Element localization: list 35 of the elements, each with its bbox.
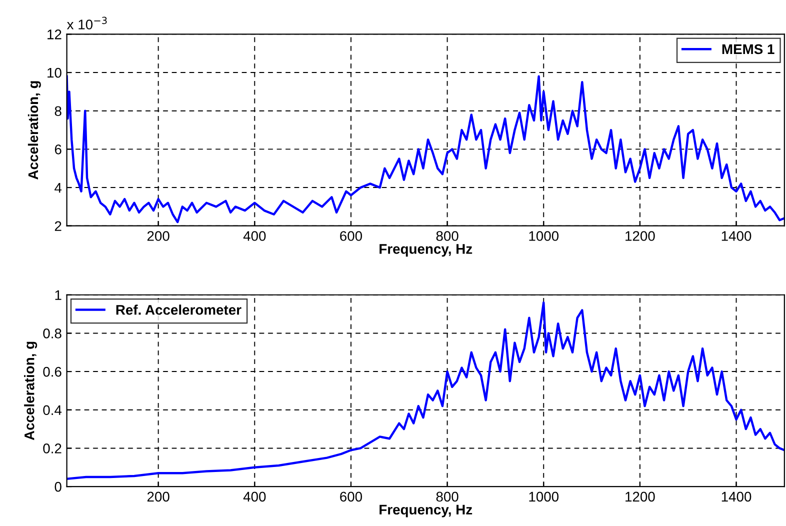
legend-label: Ref. Accelerometer	[116, 304, 242, 315]
y-tick-label: 0.6	[43, 366, 62, 377]
line-series	[66, 75, 784, 224]
y-tick-label: 8	[54, 106, 62, 116]
x-tick-label: 400	[243, 492, 266, 502]
y-tick-label: 6	[54, 144, 62, 154]
x-tick-label: 1200	[626, 231, 655, 241]
text: x 10$^{−3}$	[66, 16, 107, 30]
x-axis-title: Frequency, Hz	[380, 244, 472, 257]
y-tick-label: 0	[54, 482, 62, 492]
x-tick-label: 800	[436, 492, 458, 502]
x-tick-label: 1000	[529, 231, 559, 241]
y-tick-label: 0.2	[43, 444, 62, 454]
y-tick-label: 1	[55, 290, 62, 300]
x-tick-label: 800	[436, 231, 458, 241]
y-tick-label: 4	[54, 183, 62, 193]
x-axis-title: Frequency, Hz	[380, 504, 472, 518]
x-tick-label: 1400	[722, 492, 752, 502]
y-tick-label: 10	[48, 68, 62, 78]
y-tick-label: 2	[54, 221, 62, 231]
y-tick-label: 0.4	[43, 405, 62, 416]
y-tick-label: 12	[48, 30, 62, 40]
x-tick-label: 1000	[529, 492, 559, 502]
x-tick-label: 400	[243, 231, 266, 241]
x-tick-label: 200	[147, 231, 170, 241]
x-tick-label: 600	[340, 231, 362, 241]
legend-label: MEMS 1	[722, 44, 774, 54]
x-tick-label: 600	[340, 492, 362, 502]
line-series	[66, 301, 784, 480]
x-tick-label: 1200	[626, 492, 655, 502]
x-tick-label: 200	[147, 492, 170, 502]
y-axis-title: Acceleration, g	[24, 342, 38, 440]
x-tick-label: 1400	[722, 231, 752, 241]
y-tick-label: 0.8	[43, 328, 62, 338]
y-axis-title: Acceleration, g	[28, 81, 41, 180]
